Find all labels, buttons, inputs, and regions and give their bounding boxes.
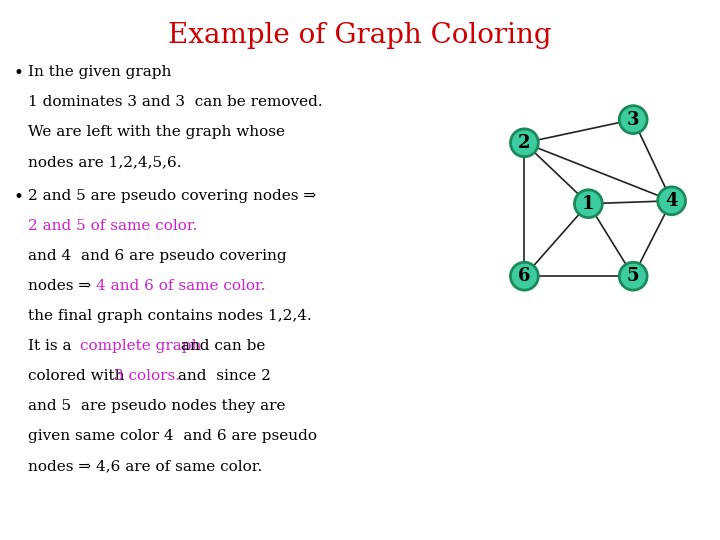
Circle shape [510, 262, 539, 290]
Text: We are left with the graph whose: We are left with the graph whose [28, 125, 285, 139]
Text: 6: 6 [518, 267, 531, 285]
Text: 2 and 5 are pseudo covering nodes ⇒: 2 and 5 are pseudo covering nodes ⇒ [28, 189, 316, 203]
Text: 3 colors.: 3 colors. [114, 369, 180, 383]
Text: and 4  and 6 are pseudo covering: and 4 and 6 are pseudo covering [28, 249, 287, 263]
Text: nodes are 1,2,4,5,6.: nodes are 1,2,4,5,6. [28, 155, 181, 169]
Circle shape [575, 190, 603, 218]
Text: Example of Graph Coloring: Example of Graph Coloring [168, 22, 552, 49]
Text: and  since 2: and since 2 [173, 369, 271, 383]
Text: •: • [13, 65, 23, 82]
Text: 1 dominates 3 and 3  can be removed.: 1 dominates 3 and 3 can be removed. [28, 95, 323, 109]
Text: 2 and 5 of same color.: 2 and 5 of same color. [28, 219, 197, 233]
Text: 2: 2 [518, 134, 531, 152]
Text: complete graph: complete graph [80, 339, 202, 353]
Text: and can be: and can be [176, 339, 266, 353]
Text: 4 and 6 of same color.: 4 and 6 of same color. [96, 279, 266, 293]
Circle shape [619, 262, 647, 290]
Text: colored with: colored with [28, 369, 130, 383]
Circle shape [510, 129, 539, 157]
Text: the final graph contains nodes 1,2,4.: the final graph contains nodes 1,2,4. [28, 309, 312, 323]
Text: 3: 3 [627, 111, 639, 129]
Text: 1: 1 [582, 195, 595, 213]
Text: nodes ⇒: nodes ⇒ [28, 279, 96, 293]
Circle shape [657, 187, 685, 215]
Text: nodes ⇒ 4,6 are of same color.: nodes ⇒ 4,6 are of same color. [28, 459, 262, 473]
Text: In the given graph: In the given graph [28, 65, 171, 79]
Circle shape [619, 106, 647, 133]
Text: and 5  are pseudo nodes they are: and 5 are pseudo nodes they are [28, 399, 286, 413]
Text: 4: 4 [665, 192, 678, 210]
Text: given same color 4  and 6 are pseudo: given same color 4 and 6 are pseudo [28, 429, 317, 443]
Text: •: • [13, 189, 23, 206]
Text: 5: 5 [627, 267, 639, 285]
Text: It is a: It is a [28, 339, 76, 353]
